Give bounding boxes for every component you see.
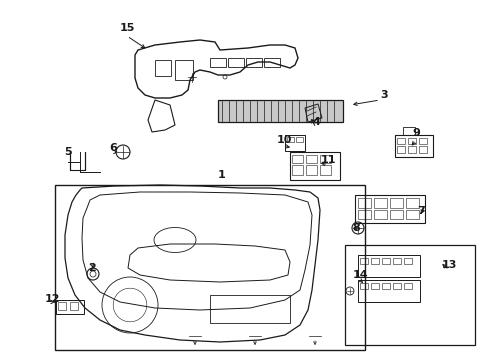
Bar <box>359 258 367 264</box>
Bar <box>305 165 316 175</box>
Text: 8: 8 <box>351 223 359 233</box>
Text: 9: 9 <box>411 128 419 138</box>
Bar <box>289 152 339 180</box>
Bar <box>396 138 404 144</box>
Bar <box>392 283 400 289</box>
Bar <box>295 137 303 142</box>
Bar <box>370 283 378 289</box>
Text: 1: 1 <box>218 170 225 180</box>
Bar <box>402 127 414 135</box>
Bar <box>418 146 426 153</box>
Bar <box>357 255 419 277</box>
Bar <box>357 210 370 219</box>
Bar <box>405 198 418 208</box>
Bar <box>305 155 316 163</box>
Bar <box>245 58 262 67</box>
Bar <box>381 283 389 289</box>
Bar <box>291 155 303 163</box>
Bar <box>264 58 280 67</box>
Bar <box>345 245 474 345</box>
Bar <box>218 100 342 122</box>
Bar <box>209 58 225 67</box>
Bar <box>373 210 386 219</box>
Bar <box>359 283 367 289</box>
Bar <box>291 165 303 175</box>
Bar <box>381 258 389 264</box>
Bar <box>58 302 66 310</box>
Bar <box>55 185 364 350</box>
Bar <box>56 300 84 314</box>
Bar <box>418 138 426 144</box>
Bar <box>392 258 400 264</box>
Bar <box>357 280 419 302</box>
Bar <box>354 195 424 223</box>
Bar <box>405 210 418 219</box>
Bar <box>389 198 402 208</box>
Text: 12: 12 <box>44 294 60 304</box>
Bar <box>373 198 386 208</box>
Text: 7: 7 <box>416 206 424 216</box>
Bar <box>407 138 415 144</box>
Bar <box>70 302 78 310</box>
Text: 14: 14 <box>351 270 367 280</box>
Bar <box>209 295 289 323</box>
Text: 11: 11 <box>320 155 335 165</box>
Text: 15: 15 <box>119 23 134 33</box>
Bar <box>396 146 404 153</box>
Text: 6: 6 <box>109 143 117 153</box>
Text: 4: 4 <box>311 117 319 127</box>
Bar <box>175 60 193 80</box>
Text: 10: 10 <box>276 135 291 145</box>
Bar <box>319 165 330 175</box>
Bar <box>227 58 244 67</box>
Bar <box>403 258 411 264</box>
Text: 2: 2 <box>88 263 96 273</box>
Bar <box>394 135 432 157</box>
Bar <box>389 210 402 219</box>
Bar <box>319 155 330 163</box>
Bar <box>357 198 370 208</box>
Text: 5: 5 <box>64 147 72 157</box>
Bar <box>286 137 293 142</box>
Bar <box>285 135 305 151</box>
Bar <box>407 146 415 153</box>
Bar <box>155 60 171 76</box>
Text: 13: 13 <box>440 260 456 270</box>
Bar <box>403 283 411 289</box>
Text: 3: 3 <box>379 90 387 100</box>
Bar <box>370 258 378 264</box>
